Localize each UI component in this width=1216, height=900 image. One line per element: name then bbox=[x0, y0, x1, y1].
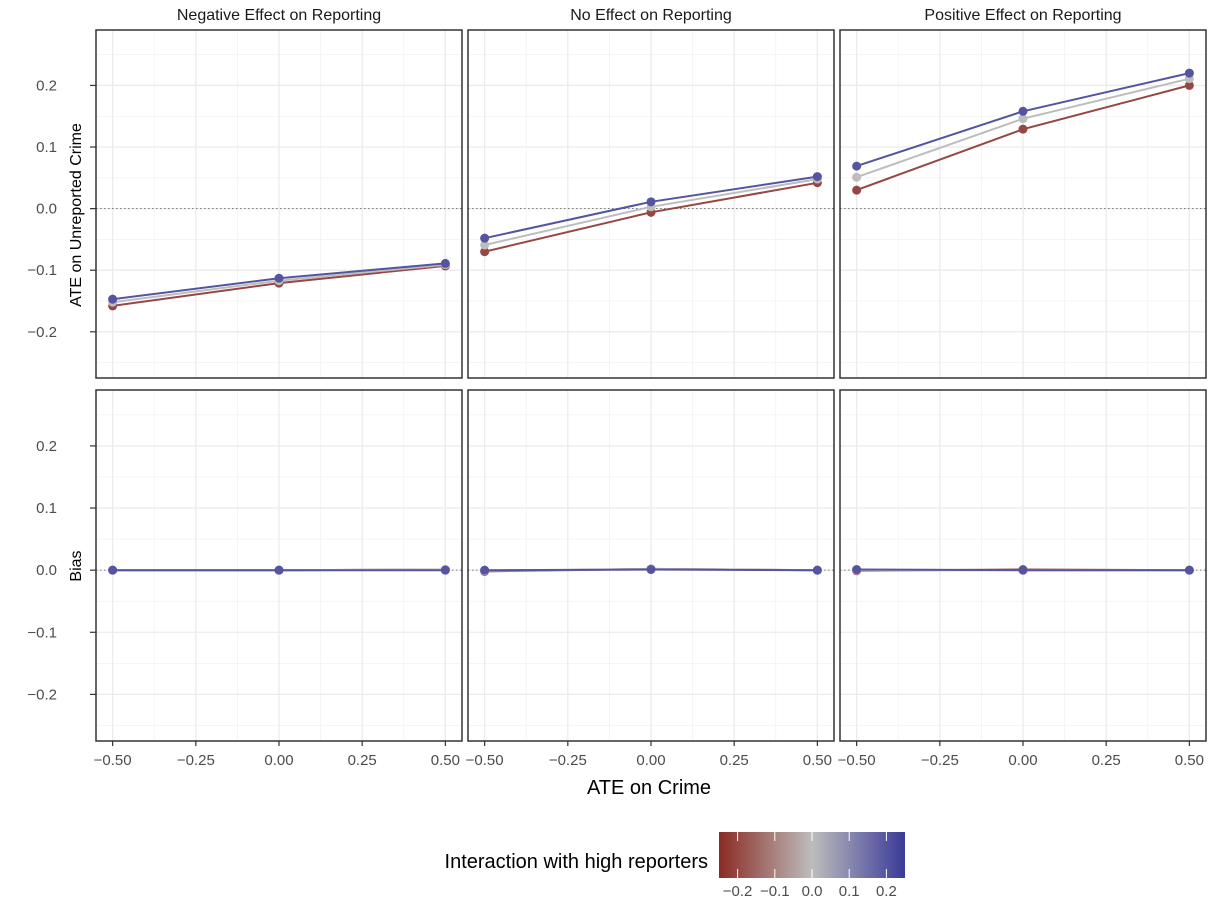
data-point bbox=[812, 565, 822, 575]
data-point bbox=[480, 247, 490, 257]
y-tick-label: 0.0 bbox=[36, 201, 57, 218]
data-point bbox=[480, 233, 490, 243]
y-tick-label: −0.1 bbox=[27, 624, 57, 641]
panel-r0-c1 bbox=[467, 29, 835, 379]
y-tick-label: 0.1 bbox=[36, 500, 57, 517]
legend-tick-label: 0.1 bbox=[839, 883, 860, 900]
row-axis-title: ATE on Unreported Crime bbox=[68, 123, 85, 307]
data-point bbox=[440, 565, 450, 575]
x-tick-label: 0.25 bbox=[1092, 752, 1121, 769]
y-tick-label: 0.2 bbox=[36, 77, 57, 94]
data-point bbox=[274, 565, 284, 575]
x-tick-label: 0.25 bbox=[720, 752, 749, 769]
legend-title: Interaction with high reporters bbox=[445, 851, 708, 873]
data-point bbox=[852, 172, 862, 182]
data-point bbox=[1018, 124, 1028, 134]
data-point bbox=[1018, 565, 1028, 575]
data-point bbox=[646, 197, 656, 207]
data-point bbox=[274, 273, 284, 283]
x-tick-label: −0.25 bbox=[549, 752, 587, 769]
y-tick-label: −0.2 bbox=[27, 324, 57, 341]
facet-strip-label: Positive Effect on Reporting bbox=[924, 7, 1121, 24]
y-tick-label: 0.0 bbox=[36, 562, 57, 579]
y-tick-label: 0.2 bbox=[36, 438, 57, 455]
x-axis-title: ATE on Crime bbox=[587, 777, 711, 799]
data-point bbox=[1018, 106, 1028, 116]
data-point bbox=[1184, 68, 1194, 78]
row-axis-title: Bias bbox=[68, 550, 85, 581]
x-tick-label: −0.50 bbox=[466, 752, 504, 769]
panel-border bbox=[467, 29, 835, 379]
panel-r0-c2 bbox=[839, 29, 1207, 379]
data-point bbox=[812, 172, 822, 182]
x-tick-label: −0.25 bbox=[921, 752, 959, 769]
data-point bbox=[480, 240, 490, 250]
facet-strip-label: Negative Effect on Reporting bbox=[177, 7, 381, 24]
data-point bbox=[1184, 565, 1194, 575]
panel-r0-c0 bbox=[95, 29, 463, 379]
panel-r1-c2 bbox=[839, 389, 1207, 742]
x-tick-label: −0.50 bbox=[838, 752, 876, 769]
data-point bbox=[852, 161, 862, 171]
x-tick-label: 0.50 bbox=[1175, 752, 1204, 769]
x-tick-label: −0.50 bbox=[94, 752, 132, 769]
y-tick-label: −0.1 bbox=[27, 262, 57, 279]
data-point bbox=[646, 565, 656, 575]
x-tick-label: 0.00 bbox=[636, 752, 665, 769]
panel-border bbox=[95, 29, 463, 379]
data-point bbox=[852, 185, 862, 195]
x-tick-label: 0.25 bbox=[348, 752, 377, 769]
panels bbox=[95, 29, 1207, 742]
facet-strip-label: No Effect on Reporting bbox=[570, 7, 732, 24]
strip-labels: Negative Effect on Reporting No Effect on… bbox=[177, 7, 1122, 24]
x-tick-label: 0.00 bbox=[1008, 752, 1037, 769]
data-point bbox=[108, 294, 118, 304]
y-tick-label: 0.1 bbox=[36, 139, 57, 156]
data-point bbox=[440, 258, 450, 268]
x-tick-label: 0.50 bbox=[803, 752, 832, 769]
data-point bbox=[108, 565, 118, 575]
data-point bbox=[1018, 114, 1028, 124]
legend-tick-label: −0.2 bbox=[723, 883, 753, 900]
x-tick-label: −0.25 bbox=[177, 752, 215, 769]
panel-r1-c1 bbox=[467, 389, 835, 742]
data-point bbox=[480, 565, 490, 575]
data-point bbox=[852, 565, 862, 575]
x-tick-label: 0.00 bbox=[264, 752, 293, 769]
y-tick-label: −0.2 bbox=[27, 686, 57, 703]
legend-tick-label: 0.0 bbox=[802, 883, 823, 900]
color-legend: Interaction with high reporters −0.2 −0.1… bbox=[445, 832, 905, 900]
x-tick-label: 0.50 bbox=[431, 752, 460, 769]
legend-tick-label: −0.1 bbox=[760, 883, 790, 900]
legend-tick-label: 0.2 bbox=[876, 883, 897, 900]
panel-r1-c0 bbox=[95, 389, 463, 742]
data-point bbox=[1184, 80, 1194, 90]
panel-border bbox=[839, 29, 1207, 379]
axes: ATE on Unreported Crime Bias −0.2 −0.1 0.0 0.… bbox=[27, 77, 1204, 769]
